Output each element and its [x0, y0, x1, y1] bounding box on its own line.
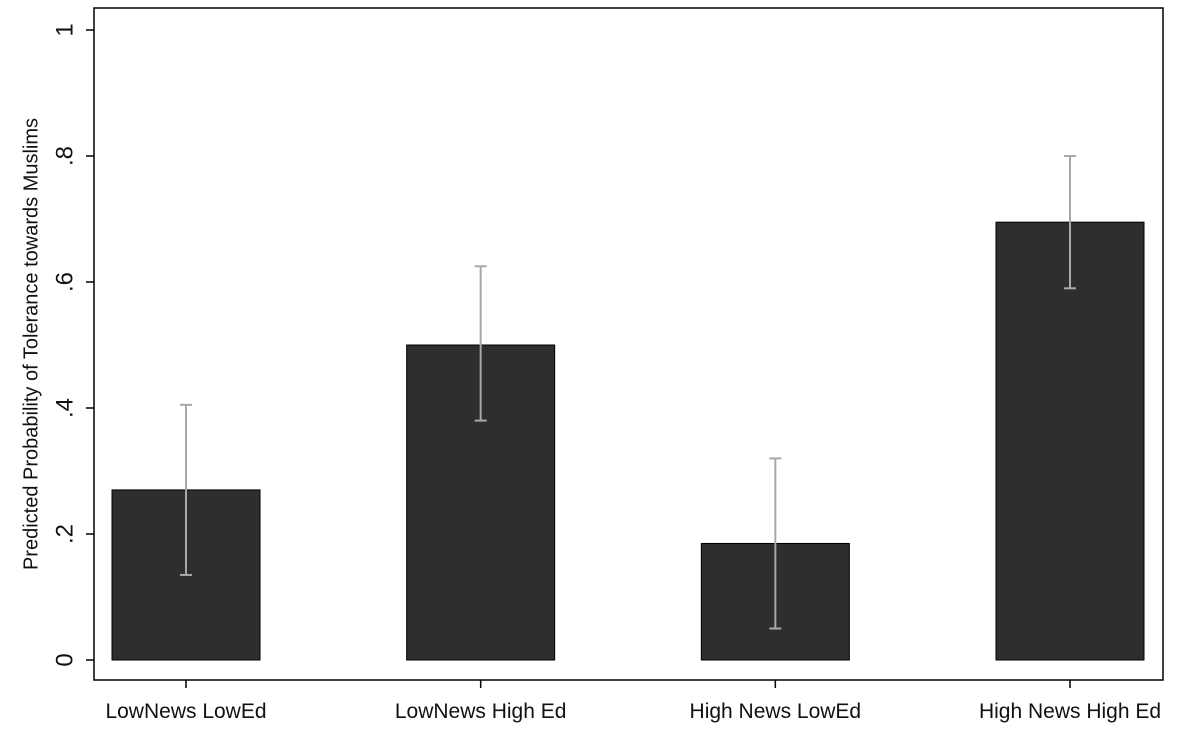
y-tick-label: .2 [51, 524, 78, 544]
y-tick-label: 0 [51, 653, 78, 666]
y-axis-title: Predicted Probability of Tolerance towar… [20, 118, 42, 570]
y-tick-label: .8 [51, 146, 78, 166]
plot-frame [93, 7, 1164, 681]
error-bar [769, 457, 782, 630]
x-tick-label: LowNews LowEd [105, 700, 266, 723]
error-bar [180, 403, 192, 576]
error-bars-group [180, 155, 1076, 630]
y-tick-label: .4 [51, 398, 78, 418]
error-bar [1064, 155, 1076, 290]
x-tick-label: LowNews High Ed [395, 700, 567, 723]
x-tick-label: High News High Ed [979, 700, 1161, 723]
y-axis: 0 .2 .4 .6 .8 1 [51, 23, 94, 667]
y-tick-label: 1 [51, 23, 78, 36]
bars-group [111, 221, 1145, 661]
x-tick-label: High News LowEd [690, 700, 862, 723]
bar [995, 221, 1145, 661]
error-bar [474, 265, 487, 422]
x-axis: LowNews LowEd LowNews High Ed High News Lo… [105, 680, 1161, 723]
y-tick-label: .6 [51, 272, 78, 292]
